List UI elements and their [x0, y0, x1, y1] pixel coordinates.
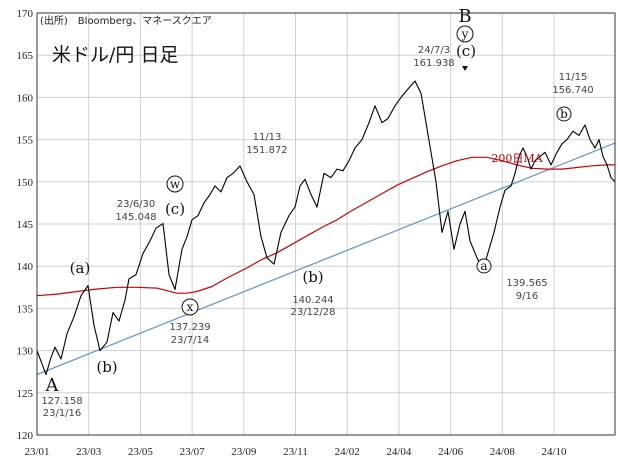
chart-title: 米ドル/円 日足 — [52, 44, 178, 66]
plot-frame — [36, 12, 616, 436]
y-tick-label: 145 — [17, 219, 34, 231]
y-axis-labels: 120 125 130 135 140 145 150 155 160 165 170 — [17, 8, 34, 442]
y-tick-label: 140 — [17, 261, 34, 273]
wave-label: 200日MA — [491, 152, 543, 165]
point-annotation: 151.872 — [246, 145, 287, 156]
source-note: (出所) Bloomberg、マネースクエア — [40, 14, 212, 27]
point-annotation: 137.239 — [169, 322, 210, 333]
point-annotation: 139.565 — [506, 278, 547, 289]
x-tick-label: 24/06 — [438, 446, 464, 458]
y-tick-label: 125 — [17, 388, 34, 400]
y-tick-label: 160 — [17, 92, 34, 104]
wave-label: w — [170, 177, 181, 191]
x-tick-label: 24/02 — [335, 446, 360, 458]
point-annotation: 23/12/28 — [291, 307, 336, 318]
x-tick-label: 23/07 — [180, 446, 206, 458]
wave-label: (b) — [302, 268, 323, 286]
point-annotation: 23/6/30 — [117, 199, 156, 210]
y-tick-label: 170 — [17, 8, 34, 20]
trendline — [36, 142, 616, 376]
grid — [37, 13, 615, 435]
point-annotation: 127.158 — [41, 396, 82, 407]
wave-circle-marker — [456, 25, 474, 43]
y-tick-label: 155 — [17, 135, 34, 147]
wave-label: x — [187, 300, 194, 314]
wave-label: a — [480, 259, 487, 273]
point-annotation: 9/16 — [516, 291, 538, 302]
x-tick-label: 24/10 — [541, 446, 567, 458]
wave-circle-marker — [181, 298, 199, 316]
point-annotation: 161.938 — [413, 58, 454, 69]
ma200-line — [36, 156, 615, 297]
point-annotation: 156.740 — [552, 85, 593, 96]
x-tick-label: 23/11 — [283, 446, 308, 458]
point-annotation: 11/13 — [253, 132, 282, 143]
point-annotation: 23/7/14 — [171, 335, 210, 346]
point-annotation: 140.244 — [292, 295, 333, 306]
point-annotation: 23/1/16 — [43, 408, 82, 419]
x-tick-label: 23/09 — [231, 446, 257, 458]
wave-circle-marker — [166, 175, 184, 193]
y-tick-label: 165 — [17, 50, 34, 62]
point-annotation: 24/7/3 — [418, 45, 450, 56]
x-tick-label: 24/08 — [490, 446, 516, 458]
price-series-line — [36, 80, 616, 376]
y-tick-label: 135 — [17, 303, 34, 315]
point-annotation: 11/15 — [559, 72, 588, 83]
wave-label: (b) — [96, 358, 117, 376]
wave-label: (c) — [456, 42, 476, 60]
wave-circle-marker — [476, 258, 492, 274]
wave-label: b — [560, 107, 568, 121]
y-tick-label: 130 — [17, 346, 34, 358]
x-tick-label: 23/03 — [76, 446, 102, 458]
series-layer — [36, 80, 616, 376]
x-tick-label: 23/05 — [128, 446, 154, 458]
wave-label: (c) — [165, 200, 185, 218]
y-tick-label: 150 — [17, 177, 34, 189]
wave-label: B — [458, 6, 471, 27]
wave-label: A — [45, 375, 60, 396]
y-tick-label: 120 — [17, 430, 34, 442]
wave-label: (a) — [70, 259, 91, 277]
wave-label: y — [461, 27, 469, 41]
x-tick-label: 24/04 — [386, 446, 412, 458]
wave-circle-marker — [556, 106, 572, 122]
point-annotation: 145.048 — [115, 212, 156, 223]
x-tick-label: 23/01 — [24, 446, 49, 458]
peak-arrow-marker — [462, 66, 468, 71]
x-axis-labels: 23/01 23/03 23/05 23/07 23/09 23/11 24/02 24/04… — [24, 446, 567, 458]
